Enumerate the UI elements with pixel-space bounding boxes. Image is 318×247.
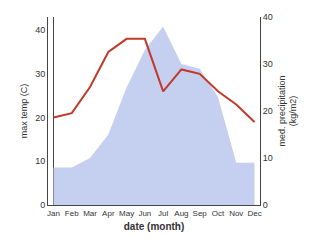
svg-text:Mar: Mar (83, 209, 97, 218)
svg-text:0: 0 (40, 200, 45, 210)
svg-text:30: 30 (263, 59, 273, 69)
svg-text:0: 0 (263, 200, 268, 210)
svg-text:10: 10 (35, 156, 45, 166)
svg-text:20: 20 (263, 106, 273, 116)
svg-text:Nov: Nov (229, 209, 243, 218)
svg-text:Sep: Sep (193, 209, 208, 218)
svg-text:Oct: Oct (212, 209, 225, 218)
svg-text:May: May (119, 209, 134, 218)
svg-text:20: 20 (35, 113, 45, 123)
svg-text:max temp (C): max temp (C) (19, 84, 29, 139)
svg-text:Jul: Jul (158, 209, 168, 218)
svg-text:10: 10 (263, 153, 273, 163)
svg-text:Apr: Apr (102, 209, 115, 218)
svg-text:date (month): date (month) (124, 221, 185, 232)
svg-text:30: 30 (35, 69, 45, 79)
svg-text:40: 40 (263, 12, 273, 22)
svg-text:Feb: Feb (65, 209, 79, 218)
svg-text:Dec: Dec (247, 209, 261, 218)
svg-text:40: 40 (35, 25, 45, 35)
svg-text:Aug: Aug (174, 209, 188, 218)
svg-text:Jun: Jun (138, 209, 151, 218)
svg-text:med. precipitation(kg/m2): med. precipitation(kg/m2) (277, 75, 299, 146)
svg-text:Jan: Jan (47, 209, 60, 218)
